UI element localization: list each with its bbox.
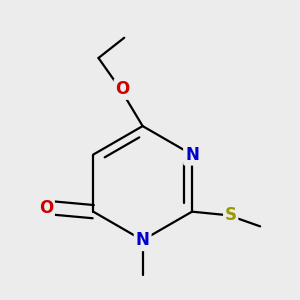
Text: N: N — [136, 231, 150, 249]
Text: N: N — [185, 146, 199, 164]
Text: O: O — [39, 199, 53, 217]
Text: S: S — [225, 206, 237, 224]
Text: O: O — [115, 80, 130, 98]
